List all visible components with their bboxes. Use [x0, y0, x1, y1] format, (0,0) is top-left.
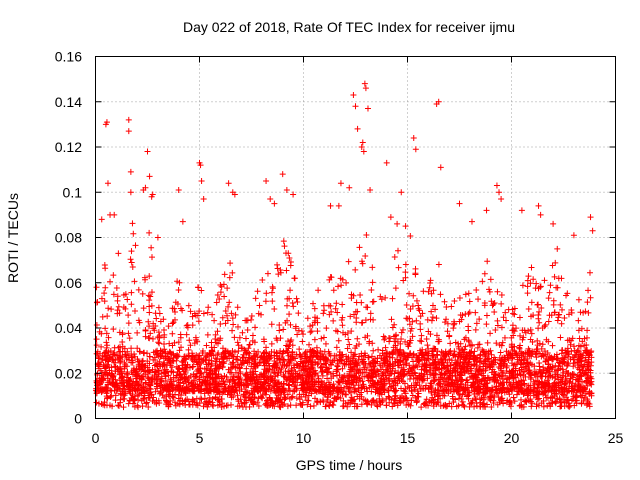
y-tick-label: 0.08: [55, 230, 82, 246]
data-point: [557, 399, 564, 406]
data-point: [223, 402, 230, 409]
data-point: [115, 402, 122, 409]
data-point: [299, 363, 306, 370]
data-point: [270, 369, 277, 376]
data-point: [513, 351, 520, 358]
data-point: [482, 352, 489, 359]
data-point: [552, 399, 559, 406]
data-point: [215, 350, 222, 357]
data-point: [418, 404, 425, 411]
data-point: [527, 376, 534, 383]
data-point: [281, 395, 288, 402]
data-point: [355, 356, 362, 363]
x-tick-label: 15: [400, 430, 416, 446]
data-point: [418, 366, 425, 373]
data-point: [103, 402, 110, 409]
data-point: [166, 401, 173, 408]
data-point: [529, 400, 536, 407]
x-tick-label: 0: [92, 430, 100, 446]
data-point: [528, 403, 535, 410]
data-points: [92, 80, 596, 411]
data-point: [410, 358, 417, 365]
data-point: [111, 359, 118, 366]
data-point: [472, 396, 479, 403]
data-point: [243, 350, 250, 357]
y-tick-label: 0.12: [55, 139, 82, 155]
y-tick-label: 0.06: [55, 275, 82, 291]
data-point: [412, 374, 419, 381]
data-point: [488, 351, 495, 358]
data-point: [170, 394, 177, 401]
y-tick-label: 0.16: [55, 49, 82, 65]
data-point: [198, 396, 205, 403]
data-point: [299, 399, 306, 406]
data-point: [234, 356, 241, 363]
data-point: [504, 375, 511, 382]
data-point: [403, 402, 410, 409]
data-point: [220, 378, 227, 385]
data-point: [244, 389, 251, 396]
data-point: [293, 395, 300, 402]
y-tick-label: 0.02: [55, 365, 82, 381]
data-point: [235, 398, 242, 405]
data-point: [225, 366, 232, 373]
data-point: [385, 393, 392, 400]
y-tick-label: 0.14: [55, 94, 82, 110]
data-point: [533, 354, 540, 361]
data-point: [115, 402, 122, 409]
data-point: [522, 373, 529, 380]
data-point: [231, 349, 238, 356]
data-point: [210, 403, 217, 410]
data-point: [284, 391, 291, 398]
chart-title: Day 022 of 2018, Rate Of TEC Index for r…: [183, 19, 515, 35]
x-tick-label: 20: [504, 430, 520, 446]
data-point: [284, 403, 291, 410]
data-point: [358, 401, 365, 408]
data-point: [134, 392, 141, 399]
data-point: [287, 402, 294, 409]
data-point: [533, 403, 540, 410]
data-point: [486, 393, 493, 400]
x-tick-label: 25: [608, 430, 624, 446]
data-point: [556, 395, 563, 402]
data-point: [305, 397, 312, 404]
data-point: [449, 393, 456, 400]
y-tick-label: 0: [74, 411, 82, 427]
data-point: [143, 399, 150, 406]
data-point: [201, 390, 208, 397]
data-point: [288, 365, 295, 372]
data-point: [198, 370, 205, 377]
data-point: [95, 354, 102, 361]
data-point: [384, 387, 391, 394]
x-tick-label: 10: [296, 430, 312, 446]
y-tick-label: 0.1: [63, 184, 83, 200]
y-axis-label: ROTI / TECUs: [5, 193, 21, 283]
data-point: [293, 402, 300, 409]
x-tick-label: 5: [196, 430, 204, 446]
data-point: [199, 358, 206, 365]
y-tick-label: 0.04: [55, 320, 82, 336]
data-point: [343, 391, 350, 398]
data-point: [136, 348, 143, 355]
data-point: [311, 395, 318, 402]
x-axis-label: GPS time / hours: [296, 457, 403, 473]
data-point: [96, 355, 103, 362]
data-point: [148, 392, 155, 399]
data-point: [540, 398, 547, 405]
data-point: [278, 365, 285, 372]
data-point: [204, 403, 211, 410]
